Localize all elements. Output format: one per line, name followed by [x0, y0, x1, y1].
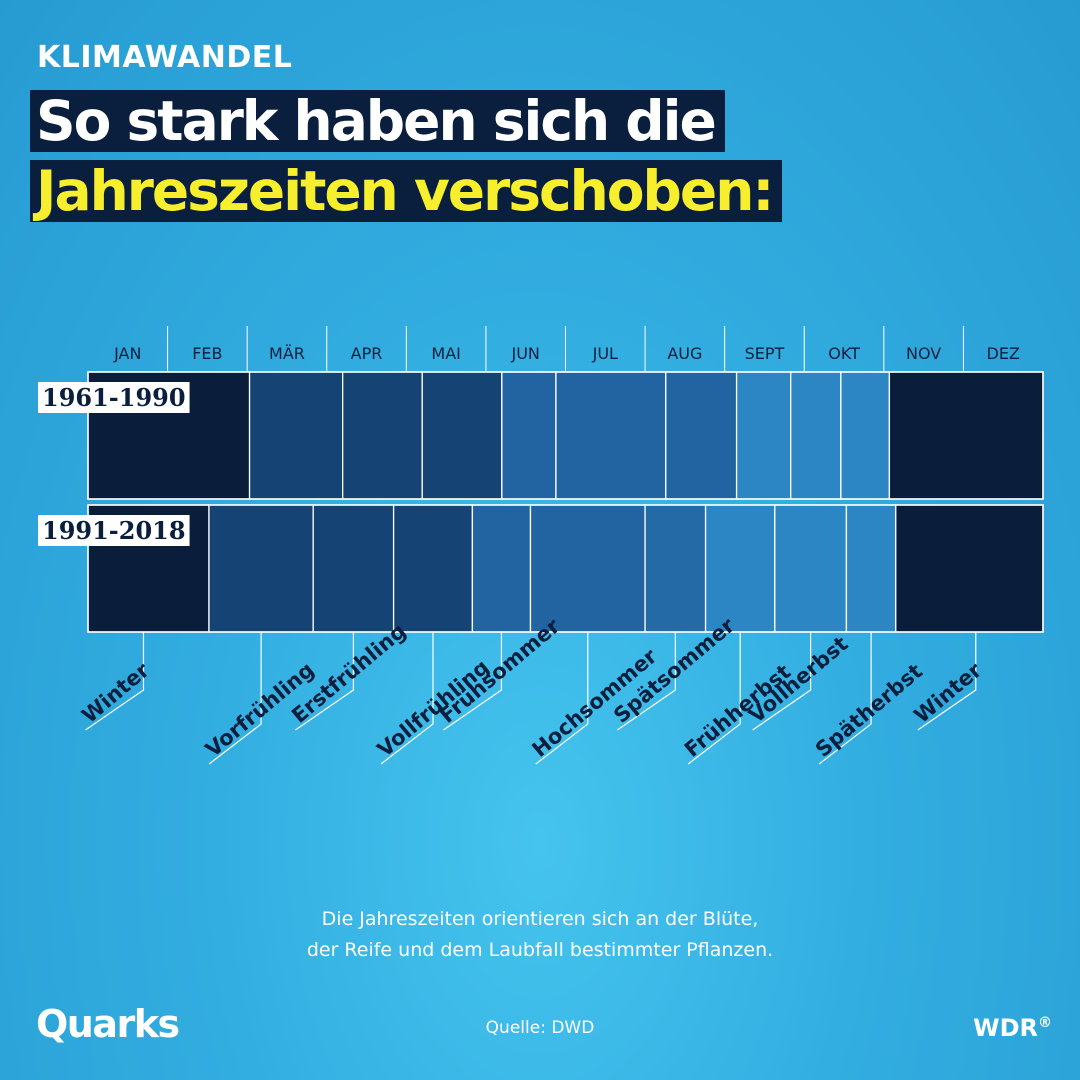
- footnote-line-1: Die Jahreszeiten orientieren sich an der…: [321, 908, 759, 930]
- page-title-line-1: So stark haben sich die: [30, 90, 725, 152]
- month-label: DEZ: [987, 344, 1020, 363]
- season-segment: [665, 371, 738, 500]
- season-segment: [644, 504, 707, 633]
- month-label: OKT: [828, 344, 860, 363]
- period-row: 1961-1990: [38, 371, 1044, 500]
- season-leader-line: [818, 632, 872, 765]
- season-segment: [248, 371, 344, 500]
- season-segment: [895, 504, 1044, 633]
- season-shift-chart: JAN FEB MÄR APR MAI JUN JUL AUG SEPT OKT NOV DEZ 19…: [38, 326, 1044, 765]
- season-segment: [845, 504, 897, 633]
- period-row: 1991-2018: [38, 504, 1044, 633]
- season-labels: Winter VorfrühlingErstfrühlingVollfrühlin…: [77, 613, 987, 765]
- season-segment: [840, 371, 891, 500]
- season-leader-line: [752, 632, 812, 731]
- wdr-logo: WDR®: [973, 1014, 1052, 1042]
- season-segment: [501, 371, 557, 500]
- row-frame: [87, 371, 1044, 500]
- month-label: MÄR: [269, 344, 305, 363]
- period-label: 1961-1990: [42, 383, 186, 412]
- row-frame: [87, 504, 1044, 633]
- month-axis: JAN FEB MÄR APR MAI JUN JUL AUG SEPT OKT NOV DEZ: [113, 326, 1020, 372]
- month-label: JAN: [113, 344, 141, 363]
- season-segment: [342, 371, 423, 500]
- season-segment: [529, 504, 646, 633]
- season-segment: [392, 504, 474, 633]
- season-segment: [735, 371, 792, 500]
- season-segment: [421, 371, 503, 500]
- wdr-logo-text: WDR: [973, 1014, 1038, 1042]
- season-segment: [774, 504, 848, 633]
- footnote: Die Jahreszeiten orientieren sich an der…: [0, 904, 1080, 966]
- kicker: KLIMAWANDEL: [37, 40, 293, 75]
- season-segment: [704, 504, 776, 633]
- season-leader-line: [687, 632, 741, 765]
- season-leader-line: [616, 632, 676, 731]
- page-title-line-2: Jahreszeiten verschoben:: [30, 160, 783, 222]
- month-label: JUL: [592, 344, 618, 363]
- wdr-logo-mark: ®: [1038, 1015, 1052, 1031]
- season-label: Winter: [910, 658, 987, 728]
- season-segment: [312, 504, 395, 633]
- season-segment: [888, 371, 1044, 500]
- season-leader-line: [85, 632, 145, 731]
- footnote-line-2: der Reife und dem Laubfall bestimmter Pf…: [306, 939, 774, 961]
- month-label: FEB: [192, 344, 222, 363]
- period-label-background: [38, 515, 190, 546]
- season-segment: [208, 504, 314, 633]
- period-label: 1991-2018: [42, 516, 186, 545]
- month-label: NOV: [906, 344, 941, 363]
- source-note: Quelle: DWD: [485, 1018, 595, 1038]
- period-rows: 1961-1990 1991-2018: [38, 371, 1044, 633]
- season-leader-line: [295, 632, 355, 731]
- season-segment: [790, 371, 842, 500]
- quarks-logo: Quarks: [36, 1002, 180, 1046]
- period-label-background: [38, 382, 190, 413]
- season-leader-line: [443, 632, 503, 731]
- month-label: JUN: [511, 344, 540, 363]
- season-leader-line: [535, 632, 589, 765]
- season-segment: [555, 371, 667, 500]
- month-label: AUG: [667, 344, 702, 363]
- month-label: SEPT: [745, 344, 785, 363]
- season-leader-line: [380, 632, 434, 765]
- month-label: MAI: [431, 344, 460, 363]
- season-leader-line: [917, 632, 977, 731]
- season-label: Winter: [77, 658, 154, 728]
- season-segment: [471, 504, 532, 633]
- season-leader-line: [208, 632, 262, 765]
- month-label: APR: [351, 344, 383, 363]
